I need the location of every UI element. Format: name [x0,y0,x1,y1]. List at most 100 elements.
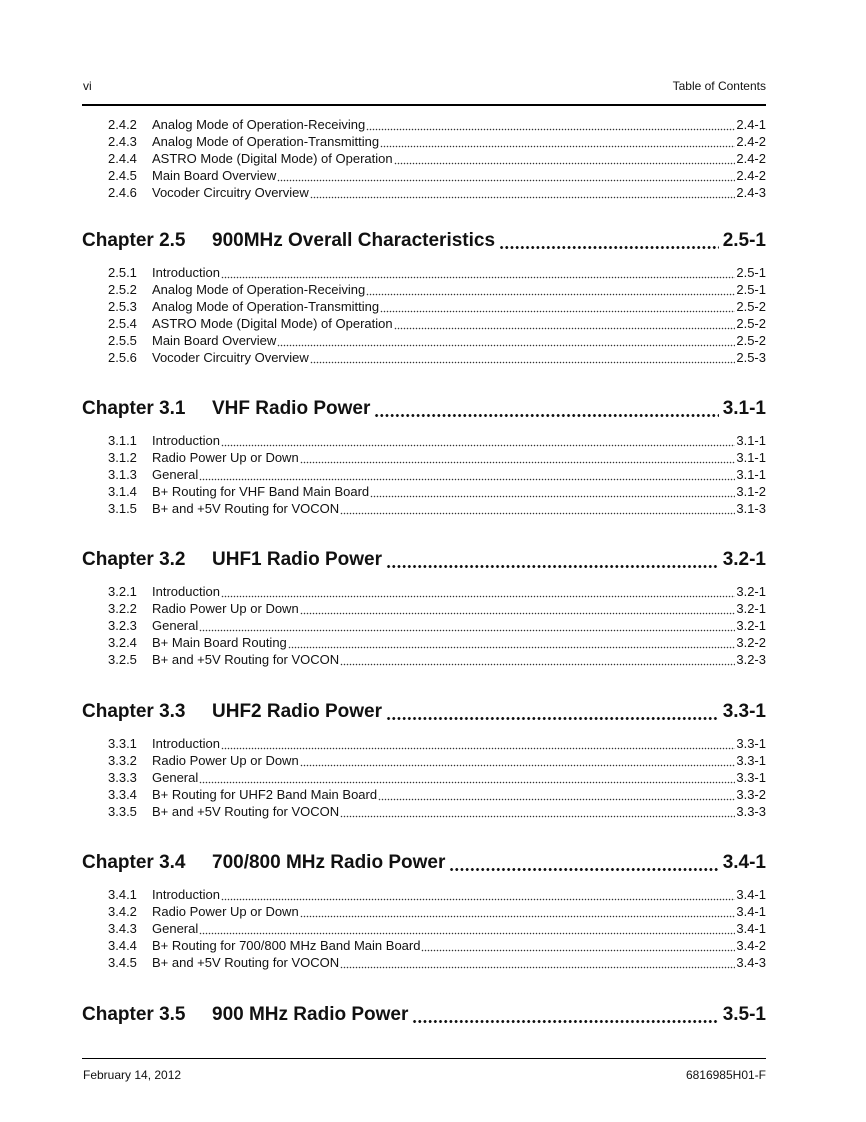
dot-leader [299,449,736,466]
dot-leader [366,116,736,133]
toc-entry[interactable]: 3.3.5 B+ and +5V Routing for VOCON 3.3-3 [82,803,766,820]
entry-page: 3.2-1 [736,584,766,599]
dot-leader [499,228,719,254]
chapter-heading[interactable]: Chapter 3.5 900 MHz Radio Power 3.5-1 [82,1002,766,1028]
footer-date: February 14, 2012 [83,1068,182,1082]
toc-entry[interactable]: 2.5.6 Vocoder Circuitry Overview 2.5-3 [82,349,766,366]
dot-leader [220,264,736,281]
entry-number: 2.5.2 [108,282,137,297]
chapter-number: Chapter 2.5 [82,230,186,251]
toc-entry[interactable]: 2.5.3 Analog Mode of Operation-Transmitt… [82,298,766,315]
entry-number: 2.5.5 [108,333,137,348]
toc-section: Chapter 2.5 900MHz Overall Characteristi… [82,228,766,366]
toc-entry[interactable]: 3.4.2 Radio Power Up or Down 3.4-1 [82,903,766,920]
entry-title: Vocoder Circuitry Overview [152,185,309,200]
toc-entry[interactable]: 3.1.3 General 3.1-1 [82,466,766,483]
entry-page: 3.1-1 [736,450,766,465]
chapter-heading[interactable]: Chapter 3.3 UHF2 Radio Power 3.3-1 [82,699,766,725]
toc-entry[interactable]: 3.4.1 Introduction 3.4-1 [82,886,766,903]
toc-entry[interactable]: 3.1.1 Introduction 3.1-1 [82,432,766,449]
entry-page: 3.4-2 [736,938,766,953]
entry-number: 3.4.2 [108,904,137,919]
chapter-title: UHF1 Radio Power [212,549,382,570]
toc-entry[interactable]: 3.1.2 Radio Power Up or Down 3.1-1 [82,449,766,466]
toc-entry[interactable]: 3.3.3 General 3.3-1 [82,769,766,786]
toc-entry[interactable]: 3.2.1 Introduction 3.2-1 [82,583,766,600]
toc-entry[interactable]: 3.3.2 Radio Power Up or Down 3.3-1 [82,752,766,769]
toc-entry[interactable]: 3.4.4 B+ Routing for 700/800 MHz Band Ma… [82,937,766,954]
entry-page: 3.1-2 [736,484,766,499]
toc-section: Chapter 3.2 UHF1 Radio Power 3.2-1 3.2.1… [82,547,766,668]
toc-section: 2.4.2 Analog Mode of Operation-Receiving… [82,116,766,201]
entry-number: 3.4.5 [108,955,137,970]
chapter-number: Chapter 3.2 [82,549,186,570]
toc-entry[interactable]: 2.4.4 ASTRO Mode (Digital Mode) of Opera… [82,150,766,167]
chapter-heading[interactable]: Chapter 2.5 900MHz Overall Characteristi… [82,228,766,254]
entry-number: 3.2.2 [108,601,137,616]
entry-page: 3.1-1 [736,467,766,482]
toc-entry[interactable]: 3.3.1 Introduction 3.3-1 [82,735,766,752]
page-number: vi [83,79,92,93]
toc-entry[interactable]: 2.5.1 Introduction 2.5-1 [82,264,766,281]
toc-entry[interactable]: 2.5.5 Main Board Overview 2.5-2 [82,332,766,349]
toc-section: Chapter 3.1 VHF Radio Power 3.1-1 3.1.1 … [82,396,766,517]
entry-title: General [152,467,199,482]
entry-number: 3.3.4 [108,787,137,802]
entry-title: Radio Power Up or Down [152,450,299,465]
entry-title: B+ and +5V Routing for VOCON [152,501,340,516]
entry-page: 3.1-3 [736,501,766,516]
dot-leader [299,600,736,617]
toc-entry[interactable]: 3.1.5 B+ and +5V Routing for VOCON 3.1-3 [82,500,766,517]
entry-page: 2.4-2 [736,168,766,183]
entry-title: General [152,770,199,785]
toc-section: Chapter 3.4 700/800 MHz Radio Power 3.4-… [82,850,766,971]
entry-number: 2.5.3 [108,299,137,314]
entry-title: Main Board Overview [152,168,277,183]
entry-number: 2.5.1 [108,265,137,280]
entry-page: 3.3-1 [736,770,766,785]
toc-entry[interactable]: 3.2.4 B+ Main Board Routing 3.2-2 [82,634,766,651]
entry-number: 3.2.4 [108,635,137,650]
toc-entry[interactable]: 3.4.5 B+ and +5V Routing for VOCON 3.4-3 [82,954,766,971]
entry-page: 3.3-1 [736,753,766,768]
toc-entry[interactable]: 2.4.6 Vocoder Circuitry Overview 2.4-3 [82,184,766,201]
chapter-title: 900MHz Overall Characteristics [212,230,496,251]
entry-title: B+ Routing for 700/800 MHz Band Main Boa… [152,938,421,953]
chapter-heading[interactable]: Chapter 3.4 700/800 MHz Radio Power 3.4-… [82,850,766,876]
footer-rule [82,1058,766,1059]
toc-entry[interactable]: 3.1.4 B+ Routing for VHF Band Main Board… [82,483,766,500]
entry-number: 3.2.1 [108,584,137,599]
entry-number: 2.4.6 [108,185,137,200]
dot-leader [385,699,719,725]
dot-leader [277,167,736,184]
entry-title: B+ Main Board Routing [152,635,287,650]
dot-leader [449,850,719,876]
toc-entry[interactable]: 2.4.2 Analog Mode of Operation-Receiving… [82,116,766,133]
toc-entry[interactable]: 2.4.3 Analog Mode of Operation-Transmitt… [82,133,766,150]
entry-title: Introduction [152,736,220,751]
entry-number: 2.4.2 [108,117,137,132]
toc-entry[interactable]: 2.5.4 ASTRO Mode (Digital Mode) of Opera… [82,315,766,332]
toc-entry[interactable]: 3.2.5 B+ and +5V Routing for VOCON 3.2-3 [82,651,766,668]
dot-leader [393,150,736,167]
chapter-title: UHF2 Radio Power [212,701,382,722]
chapter-page: 3.1-1 [722,398,766,419]
dot-leader [374,396,719,422]
toc-entry[interactable]: 3.2.3 General 3.2-1 [82,617,766,634]
entry-page: 2.4-2 [736,134,766,149]
toc-entry[interactable]: 2.4.5 Main Board Overview 2.4-2 [82,167,766,184]
entry-title: General [152,618,199,633]
toc-entry[interactable]: 3.2.2 Radio Power Up or Down 3.2-1 [82,600,766,617]
entry-number: 3.3.2 [108,753,137,768]
entry-page: 2.5-2 [736,299,766,314]
dot-leader [299,752,736,769]
entry-title: Analog Mode of Operation-Receiving [152,282,366,297]
toc-entry[interactable]: 2.5.2 Analog Mode of Operation-Receiving… [82,281,766,298]
chapter-heading[interactable]: Chapter 3.1 VHF Radio Power 3.1-1 [82,396,766,422]
entry-title: Radio Power Up or Down [152,601,299,616]
chapter-heading[interactable]: Chapter 3.2 UHF1 Radio Power 3.2-1 [82,547,766,573]
entry-title: Introduction [152,433,220,448]
toc-entry[interactable]: 3.3.4 B+ Routing for UHF2 Band Main Boar… [82,786,766,803]
toc-entry[interactable]: 3.4.3 General 3.4-1 [82,920,766,937]
dot-leader [220,886,736,903]
